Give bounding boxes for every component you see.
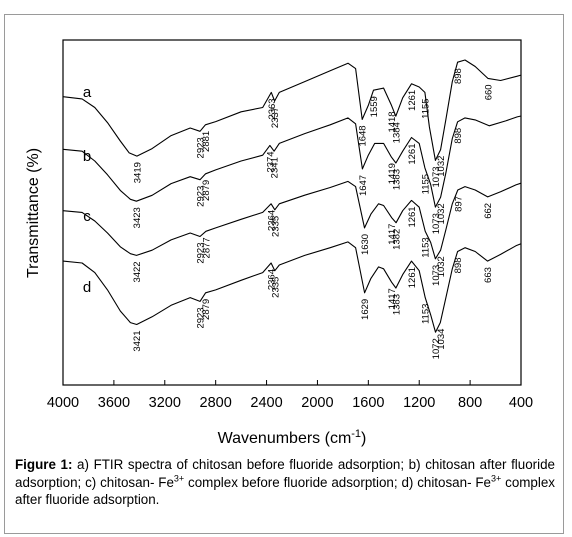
peak-label: 2877 — [201, 237, 212, 258]
peak-label: 2923 — [196, 186, 207, 207]
peak-label: 2364 — [267, 210, 278, 231]
peak-label: 1032 — [436, 256, 447, 277]
peak-label: 1383 — [391, 169, 402, 190]
peak-label: 2335 — [270, 277, 281, 298]
peak-label: 2881 — [201, 131, 212, 152]
spectra-layer: a341929232881236323371648155914181384126… — [62, 59, 522, 359]
x-tick-label: 1200 — [403, 395, 435, 411]
ftir-chart: 4000 3600 3200 2800 2400 2000 1600 1200 800 400 a… — [25, 39, 533, 447]
peak-label: 1261 — [407, 206, 418, 227]
peak-label: 3421 — [132, 331, 143, 352]
peak-label: 2364 — [267, 269, 278, 290]
peak-label: 1155 — [420, 98, 431, 118]
peak-label: 898 — [453, 68, 464, 84]
x-tick-label: 4000 — [47, 395, 79, 411]
x-axis-label-main: Wavenumbers (cm — [218, 430, 352, 447]
peak-label: 2923 — [196, 307, 207, 328]
peak-label: 1384 — [391, 122, 402, 143]
peak-label: 2374 — [265, 151, 276, 172]
figure-frame — [4, 14, 564, 534]
peak-label: 3423 — [132, 207, 143, 228]
peak-label: 663 — [483, 267, 494, 283]
peak-label: 1648 — [358, 125, 369, 146]
peak-label: 1383 — [391, 294, 402, 315]
peak-label: 1417 — [387, 224, 398, 245]
peak-label: 2879 — [201, 180, 212, 201]
spectrum-d — [62, 241, 522, 333]
x-tick-label: 3600 — [98, 395, 130, 411]
caption-prefix: Figure 1: — [15, 457, 73, 472]
plot-area — [62, 39, 522, 386]
x-axis-ticks: 4000 3600 3200 2800 2400 2000 1600 1200 800 400 — [47, 380, 533, 411]
x-tick-label: 800 — [458, 395, 482, 411]
peak-label: 1261 — [407, 267, 418, 288]
peak-label: 2341 — [270, 157, 281, 178]
peak-label: 1034 — [436, 329, 447, 350]
peak-label: 1419 — [387, 163, 398, 184]
caption-superscript-1: 3+ — [173, 473, 185, 484]
series-label-d: d — [83, 279, 91, 296]
spectrum-c — [62, 180, 522, 260]
peak-label: 1382 — [392, 229, 403, 250]
peak-label: 2923 — [196, 243, 207, 264]
peak-label: 1073 — [431, 213, 442, 234]
peak-label: 1073 — [431, 166, 442, 187]
peak-label: 1647 — [358, 175, 369, 196]
peak-label: 1155 — [420, 174, 431, 194]
x-tick-label: 1600 — [352, 395, 384, 411]
series-label-c: c — [83, 208, 91, 225]
peak-label: 1417 — [387, 288, 398, 309]
series-label-b: b — [83, 148, 91, 165]
peak-label: 1630 — [360, 234, 371, 255]
peak-label: 1418 — [387, 111, 398, 132]
x-axis-label-exponent: -1 — [351, 428, 361, 440]
peak-label: 2363 — [267, 98, 278, 119]
peak-label: 1073 — [431, 265, 442, 286]
x-axis-label-close: ) — [361, 430, 366, 447]
peak-label: 662 — [483, 203, 494, 219]
spectrum-a — [62, 59, 522, 161]
caption-part-3: complex after fluoride adsorption. — [15, 474, 555, 508]
peak-label: 1032 — [436, 156, 447, 177]
caption-part-2: complex before fluoride adsorption; d) c… — [184, 474, 492, 490]
peak-label: 1261 — [407, 90, 418, 111]
peak-label: 2337 — [270, 107, 281, 128]
x-tick-label: 400 — [509, 395, 533, 411]
peak-label: 897 — [453, 196, 464, 212]
peak-label: 1153 — [421, 304, 432, 324]
y-axis-label: Transmittance (%) — [25, 148, 42, 278]
caption-superscript-2: 3+ — [491, 473, 502, 484]
peak-label: 2923 — [196, 137, 207, 158]
peak-label: 3419 — [132, 162, 143, 183]
peak-label: 898 — [453, 258, 464, 274]
peak-label: 2879 — [201, 299, 212, 320]
peak-label: 1032 — [436, 203, 447, 224]
peak-label: 898 — [453, 128, 464, 144]
peak-label: 2335 — [270, 216, 281, 237]
x-tick-label: 2400 — [250, 395, 282, 411]
peak-label: 1559 — [369, 96, 380, 117]
x-tick-label: 2000 — [301, 395, 333, 411]
series-label-a: a — [83, 84, 92, 101]
x-tick-label: 2800 — [200, 395, 232, 411]
peak-label: 3422 — [132, 261, 143, 282]
x-tick-label: 3200 — [149, 395, 181, 411]
spectrum-b — [62, 115, 522, 208]
peak-label: 660 — [483, 84, 494, 100]
caption-part-1: a) FTIR spectra of chitosan before fluor… — [15, 457, 555, 490]
x-axis-label: Wavenumbers (cm-1) — [218, 428, 367, 447]
figure-caption: Figure 1: a) FTIR spectra of chitosan be… — [15, 456, 555, 509]
peak-label: 1072 — [431, 338, 442, 359]
peak-label: 1153 — [421, 237, 432, 257]
peak-label: 1629 — [360, 299, 371, 320]
peak-label: 1261 — [407, 144, 418, 165]
